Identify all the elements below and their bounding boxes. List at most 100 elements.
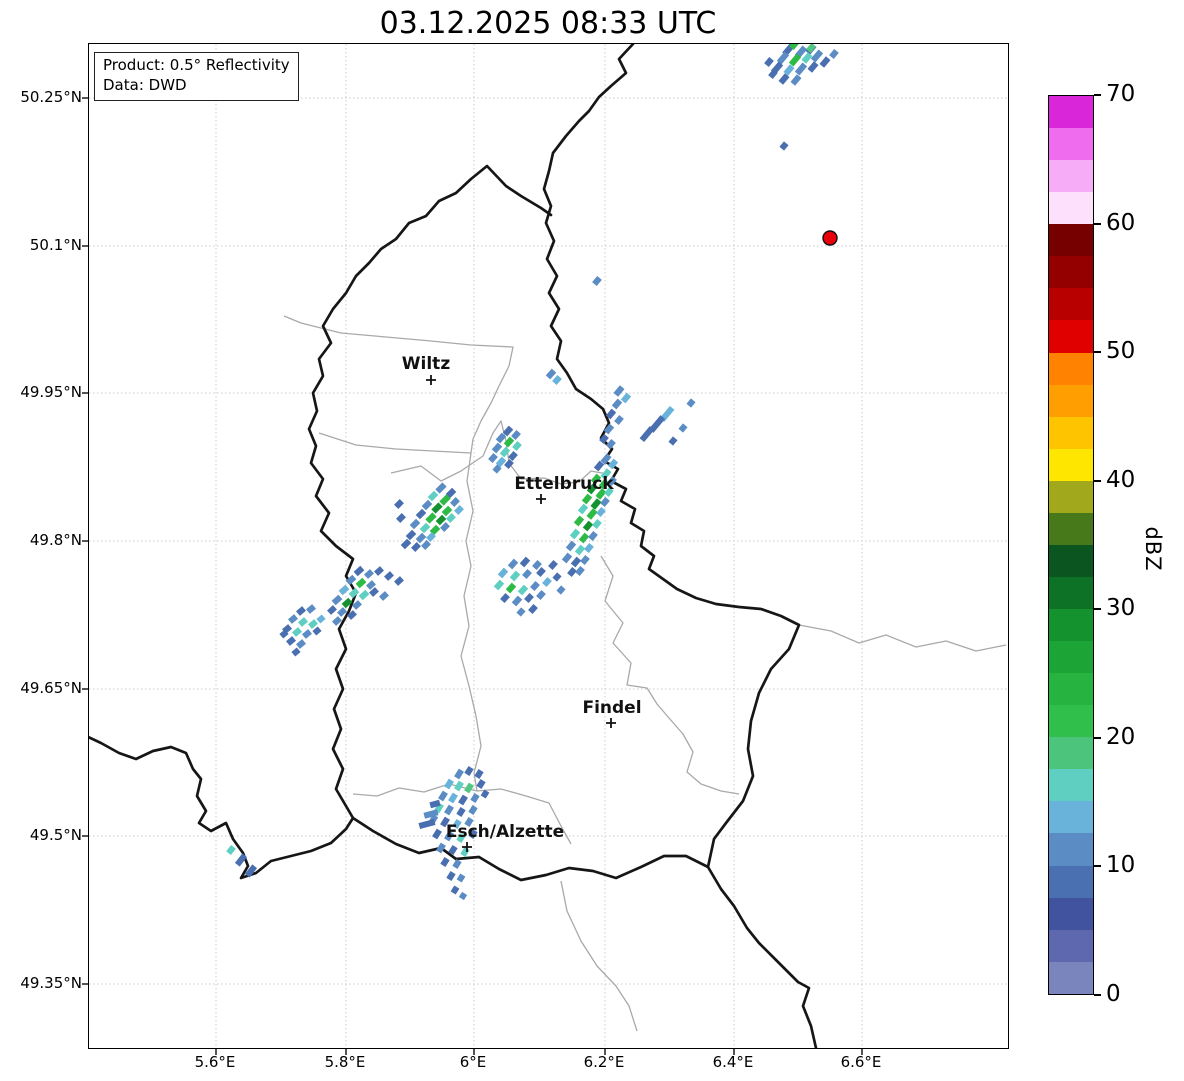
radar-echo-cell — [441, 505, 453, 517]
region-border — [352, 783, 478, 797]
colorbar-tick-label: 70 — [1106, 81, 1136, 107]
colorbar-segment — [1049, 641, 1093, 674]
colorbar-segment — [1049, 801, 1093, 834]
radar-echo-cell — [500, 593, 510, 603]
colorbar-segment — [1049, 961, 1093, 994]
y-tick-mark — [82, 392, 88, 394]
radar-echo-cell — [611, 398, 623, 410]
radar-echo-cell — [464, 782, 474, 794]
city-plus-marker — [426, 375, 436, 385]
radar-echo-cell — [829, 49, 839, 59]
radar-echo-cell — [807, 61, 819, 73]
colorbar-segment — [1049, 673, 1093, 706]
radar-echo-cell — [605, 408, 617, 420]
radar-echo-cell — [528, 604, 538, 614]
colorbar-tick-mark — [1094, 608, 1101, 611]
y-tick-mark — [82, 835, 88, 837]
x-tick-mark — [733, 1049, 735, 1055]
radar-echo-cell — [524, 593, 534, 603]
data-source-line: Data: DWD — [103, 75, 187, 94]
radar-echo-cell — [308, 619, 318, 629]
radar-echo-cell — [432, 828, 442, 840]
city-label: Ettelbruck — [514, 474, 614, 494]
radar-echo-cell — [352, 600, 362, 610]
radar-echo-cell — [567, 567, 577, 577]
x-tick-label: 6.4°E — [712, 1053, 754, 1071]
radar-echo-cell — [613, 385, 625, 397]
radar-echo-cell — [450, 497, 460, 507]
radar-echo-cell — [411, 542, 421, 552]
radar-echo-cell — [421, 499, 433, 511]
radar-echo-cell — [418, 819, 436, 829]
radar-echo-cell — [358, 589, 370, 601]
radar-echo-cell — [790, 74, 802, 86]
radar-echo-cell — [460, 847, 470, 857]
colorbar-tick-mark — [1094, 351, 1101, 354]
y-tick-mark — [82, 983, 88, 985]
radar-echo-cell — [338, 584, 350, 596]
radar-echo-cell — [400, 538, 412, 550]
radar-echo-cell — [545, 368, 557, 380]
radar-echo-cell — [435, 482, 447, 494]
colorbar-segment — [1049, 737, 1093, 770]
radar-echo-cell — [355, 577, 367, 589]
radar-echo-cell — [493, 579, 505, 591]
x-tick-mark — [473, 1049, 475, 1055]
radar-echo-cell — [331, 594, 343, 606]
y-tick-label: 49.95°N — [20, 383, 82, 401]
y-tick-label: 50.1°N — [29, 236, 82, 254]
radar-echo-cell — [819, 56, 831, 68]
radar-echo-cell — [405, 529, 417, 541]
country-border — [307, 164, 553, 820]
radar-echo-cell — [291, 647, 301, 657]
y-tick-mark — [82, 688, 88, 690]
radar-echo-cell — [552, 375, 562, 385]
radar-echo-cell — [502, 425, 514, 437]
radar-echo-cell — [806, 44, 816, 53]
radar-echo-cell — [369, 587, 379, 597]
radar-echo-cell — [778, 73, 790, 85]
x-tick-mark — [861, 1049, 863, 1055]
x-tick-mark — [604, 1049, 606, 1055]
radar-echo-cell — [456, 833, 466, 843]
radar-echo-cell — [586, 508, 598, 520]
radar-echo-cell — [511, 595, 523, 607]
country-border — [706, 865, 818, 1048]
radar-echo-cell — [590, 498, 602, 510]
colorbar-tick-mark — [1094, 736, 1101, 739]
radar-echo-cell — [347, 610, 357, 620]
radar-echo-cell — [548, 560, 558, 570]
radar-echo-cell — [776, 51, 790, 65]
region-border — [798, 624, 1007, 652]
radar-echo-cell — [458, 794, 468, 806]
radar-echo-cell — [606, 439, 616, 449]
radar-echo-cell — [384, 571, 394, 581]
radar-echo-cell — [491, 442, 503, 454]
radar-echo-cell — [439, 494, 451, 506]
radar-echo-cell — [586, 483, 598, 495]
radar-echo-cell — [292, 627, 302, 637]
region-border — [476, 788, 572, 845]
colorbar-tick-label: 60 — [1106, 209, 1136, 236]
product-line: Product: 0.5° Reflectivity — [103, 56, 290, 74]
radar-echo-cell — [488, 453, 498, 463]
radar-echo-cell — [509, 570, 521, 582]
radar-echo-cell — [470, 793, 480, 803]
colorbar-segment — [1049, 352, 1093, 385]
colorbar-segment — [1049, 416, 1093, 449]
radar-echo-cell — [337, 607, 347, 617]
radar-echo-cell — [440, 857, 450, 867]
city-label: Esch/Alzette — [446, 822, 564, 842]
radar-echo-cell — [436, 842, 446, 854]
radar-echo-cell — [394, 576, 404, 586]
region-border — [560, 880, 638, 1032]
radar-echo-cell — [507, 558, 519, 570]
radar-echo-cell — [584, 543, 594, 553]
radar-echo-cell — [409, 518, 421, 530]
radar-site-marker — [822, 230, 838, 246]
colorbar-tick-mark — [1094, 479, 1101, 482]
map-panel: Wiltz Ettelbruck Findel Esch/Alzette Produc… — [88, 43, 1009, 1049]
y-tick-label: 49.8°N — [29, 531, 82, 549]
radar-echo-cell — [783, 64, 795, 76]
radar-echo-cell — [431, 502, 443, 514]
